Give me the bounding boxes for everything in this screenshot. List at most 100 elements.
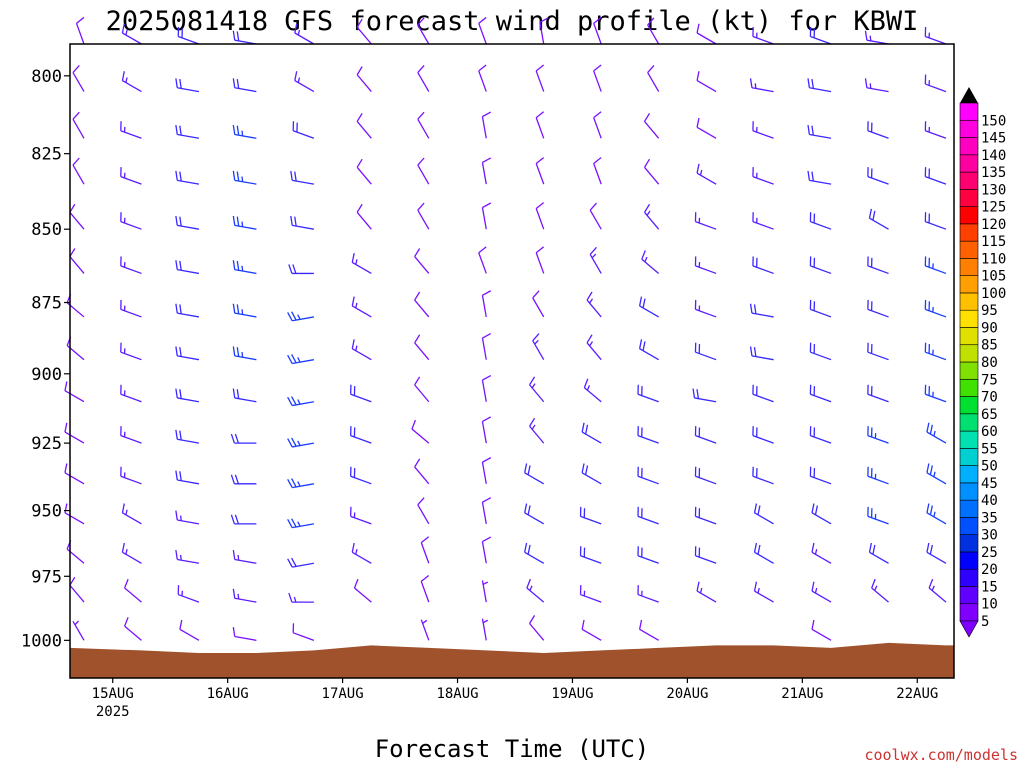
barb-flag (175, 170, 178, 181)
barb-shaft (925, 35, 947, 45)
barb-flag (482, 457, 492, 463)
wind-barb (356, 113, 372, 139)
colorbar-label: 65 (981, 407, 998, 423)
wind-barb (583, 378, 602, 403)
barb-shaft (417, 164, 430, 185)
wind-barb (589, 246, 602, 274)
barb-shaft (696, 32, 717, 45)
barb-flag (482, 111, 492, 118)
barb-half-flag (529, 585, 533, 591)
barb-half-flag (179, 554, 182, 561)
wind-barb (807, 78, 832, 93)
wind-barb (638, 339, 659, 361)
barb-shaft (64, 512, 85, 525)
colorbar-label: 125 (981, 200, 1006, 216)
barb-flag (121, 71, 125, 81)
barb-flag (811, 171, 814, 182)
wind-barb (175, 170, 200, 185)
colorbar-swatch (959, 119, 979, 138)
barb-shaft (411, 428, 430, 444)
wind-barb (926, 503, 947, 525)
barb-flag (529, 615, 536, 624)
barb-flag (175, 124, 178, 135)
barb-half-flag (297, 29, 301, 36)
colorbar-label: 40 (981, 493, 998, 509)
wind-barb (593, 111, 602, 139)
wind-barb (478, 16, 487, 45)
barb-shaft (179, 628, 200, 641)
barb-shaft (292, 632, 315, 641)
y-tick-label: 850 (31, 220, 62, 240)
colorbar-label: 110 (981, 251, 1006, 267)
barb-flag (482, 536, 492, 543)
wind-barb (696, 23, 717, 45)
wind-barb (417, 202, 430, 230)
wind-barb (120, 299, 142, 318)
barb-shaft (481, 421, 487, 444)
wind-barb (696, 581, 717, 603)
barb-shaft (356, 26, 372, 45)
barb-flag (291, 557, 297, 567)
barb-flag (535, 246, 545, 254)
barb-flag (929, 465, 933, 475)
wind-barb (481, 111, 492, 139)
wind-barb (414, 376, 430, 403)
barb-flag (532, 290, 540, 299)
colorbar-swatch (959, 551, 979, 570)
wind-barb (752, 384, 774, 403)
barb-flag (696, 581, 700, 592)
wind-barb (232, 588, 257, 603)
barb-flag (527, 465, 531, 475)
barb-flag (292, 264, 297, 274)
wind-barb (868, 542, 889, 564)
barb-flag (291, 437, 297, 447)
barb-half-flag (646, 210, 651, 216)
wind-barb (694, 212, 717, 230)
barb-flag (291, 311, 297, 321)
colorbar-label: 85 (981, 338, 998, 354)
wind-barb (532, 333, 545, 361)
barb-flag (236, 171, 240, 182)
wind-barb (414, 334, 430, 361)
barb-flag (290, 170, 293, 181)
barb-flag (535, 64, 545, 72)
colorbar-label: 55 (981, 441, 998, 457)
barb-flag (356, 158, 363, 168)
barb-flag (642, 298, 646, 309)
wind-barb (356, 203, 372, 230)
barb-flag (175, 78, 178, 88)
barb-flag (417, 157, 425, 166)
barb-flag (864, 30, 868, 41)
barb-shaft (414, 342, 430, 361)
credit-link[interactable]: coolwx.com/models (864, 746, 1018, 764)
barb-flag (288, 592, 293, 603)
wind-barb (593, 16, 602, 45)
barb-flag (234, 514, 240, 525)
wind-barb (535, 202, 545, 230)
wind-barb (586, 291, 602, 318)
barb-flag (417, 202, 425, 211)
barb-flag (232, 124, 236, 135)
barb-half-flag (237, 593, 240, 600)
wind-barb (749, 303, 774, 318)
barb-shaft (356, 74, 372, 93)
wind-barb (694, 256, 717, 275)
barb-flag (64, 503, 68, 513)
barb-flag (926, 463, 930, 473)
barb-flag (175, 303, 178, 314)
barb-flag (72, 111, 80, 120)
wind-barb (579, 546, 602, 564)
wind-barb (481, 497, 492, 524)
barb-flag (351, 296, 355, 307)
barb-flag (868, 208, 873, 219)
wind-barb (809, 384, 832, 403)
barb-shaft (644, 166, 660, 185)
barb-flag (420, 536, 430, 544)
colorbar-swatch (959, 206, 979, 225)
barb-flag (236, 260, 240, 271)
wind-barb (120, 212, 142, 230)
wind-barb (694, 466, 717, 485)
barb-flag (643, 113, 651, 122)
wind-barb (867, 121, 889, 139)
wind-barb (868, 208, 889, 230)
